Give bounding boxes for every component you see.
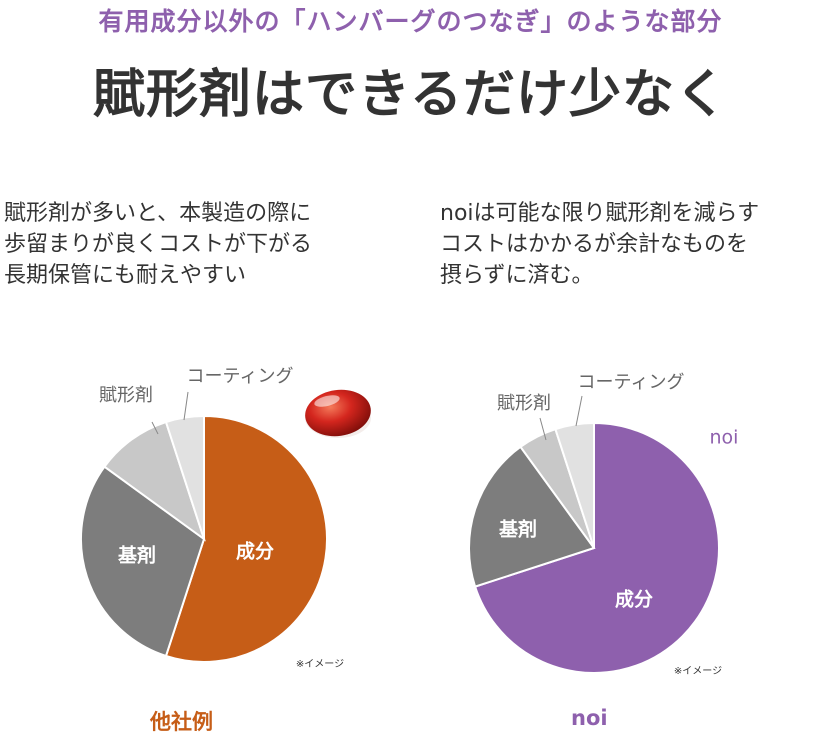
capsule-image: [305, 389, 371, 438]
slice-label: 基剤: [117, 544, 156, 567]
series-label: noi: [710, 427, 739, 449]
chart-caption-left: 他社例: [150, 710, 213, 734]
description-left: 賦形剤が多いと、本製造の際に 歩留まりが良くコストが下がる 長期保管にも耐えやす…: [4, 198, 312, 291]
pie-slice: [554, 421, 595, 549]
page-title: 賦形剤はできるだけ少なく: [93, 65, 728, 125]
pie-slice: [80, 465, 206, 658]
description-line: 賦形剤が多いと、本製造の際に: [4, 201, 312, 226]
pie-slice: [164, 414, 328, 663]
pie-chart: 成分 基剤 賦形剤 コーティング ※イメージ: [80, 366, 344, 670]
description-line: 摂らずに済む。: [440, 263, 594, 288]
slice-callout-label: コーティング: [578, 372, 685, 393]
description-line: 歩留まりが良くコストが下がる: [4, 232, 313, 257]
image-note: ※イメージ: [296, 659, 344, 670]
callout-line: [151, 421, 159, 435]
slice-callout-label: コーティング: [187, 366, 294, 387]
description-line: 長期保管にも耐えやすい: [4, 263, 247, 288]
description-line: コストはかかるが余計なものを: [440, 232, 749, 257]
pie-slice: [103, 420, 206, 542]
callout-line: [539, 417, 547, 441]
callout-line: [183, 391, 189, 421]
slice-callout-label: 賦形剤: [99, 385, 153, 406]
page-subtitle: 有用成分以外の「ハンバーグのつなぎ」のような部分: [98, 7, 723, 36]
slice-label: 成分: [236, 540, 274, 563]
chart-caption-right: noi: [571, 706, 608, 730]
slice-label: 成分: [615, 588, 653, 611]
pie-slice: [468, 445, 596, 588]
pie-chart: 成分 基剤 賦形剤 コーティング noi ※イメージ: [468, 372, 739, 677]
pie-slice: [473, 421, 720, 674]
image-note: ※イメージ: [674, 666, 722, 677]
slice-callout-label: 賦形剤: [497, 393, 551, 414]
callout-line: [575, 395, 583, 427]
description-line: noiは可能な限り賦形剤を減らす: [440, 201, 760, 226]
description-right: noiは可能な限り賦形剤を減らす コストはかかるが余計なものを 摂らずに済む。: [440, 198, 759, 291]
slice-label: 基剤: [498, 518, 537, 541]
